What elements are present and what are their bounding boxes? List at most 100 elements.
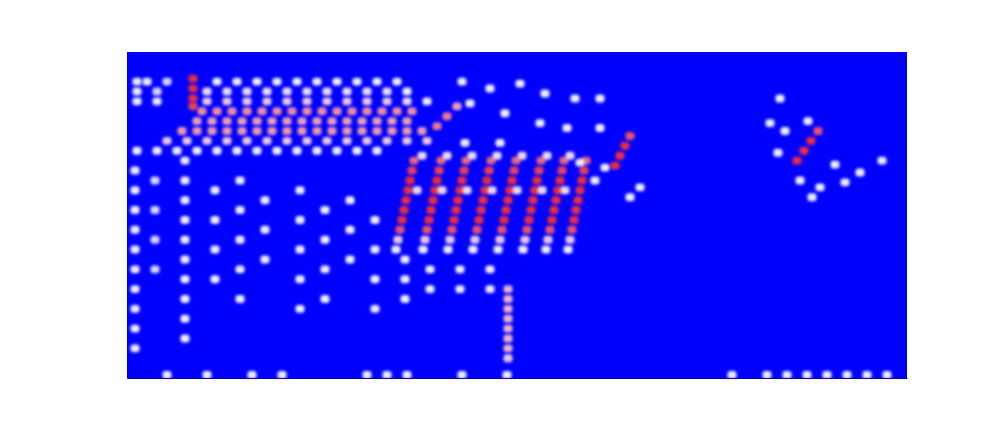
heatmap-cell [486,85,495,93]
heatmap-cell [211,186,220,194]
heatmap-cell [883,371,892,378]
heatmap-cell [611,162,620,170]
heatmap-cell [296,305,305,313]
heatmap-cell [268,127,277,135]
heatmap-cell [181,196,190,204]
plot-area [127,52,908,379]
heatmap-cell [189,75,198,83]
heatmap-cell [793,157,802,165]
heatmap-cell [423,97,432,105]
heatmap-cell [296,186,305,194]
heatmap-cell [843,371,852,378]
heatmap-cell [153,97,162,105]
axis-line [127,53,128,379]
heatmap-cell [433,176,442,184]
heatmap-cell [548,216,557,224]
heatmap-cell [403,88,412,96]
heatmap-cell [243,97,252,105]
heatmap-cell [181,236,190,244]
heatmap-cell [303,107,312,115]
heatmap-cell [373,127,382,135]
heatmap-cell [401,295,410,303]
heatmap-cell [558,167,567,175]
heatmap-cell [544,236,553,244]
heatmap-cell [774,149,783,157]
heatmap-cell [596,124,605,132]
heatmap-cell [458,371,467,378]
heatmap-cell [456,265,465,273]
heatmap-cell [516,80,525,88]
heatmap-cell [236,236,245,244]
heatmap-cell [293,78,302,86]
heatmap-cell [318,107,327,115]
heatmap-cell [163,371,172,378]
heatmap-cell [510,167,519,175]
heatmap-cell [321,295,330,303]
heatmap-cell [469,246,478,254]
heatmap-cell [258,107,267,115]
heatmap-cell [181,256,190,264]
heatmap-cell [261,226,270,234]
heatmap-cell [552,196,561,204]
heatmap-cell [283,137,292,145]
heatmap-cell [388,127,397,135]
heatmap-cell [181,275,190,283]
heatmap-cell [556,176,565,184]
heatmap-cell [373,78,382,86]
heatmap-cell [410,157,419,165]
heatmap-cell [298,117,307,125]
heatmap-cell [498,226,507,234]
heatmap-cell [151,206,160,214]
heatmap-cell [504,315,513,323]
heatmap-cell [463,186,472,194]
heatmap-cell [535,167,544,175]
heatmap-cell [841,178,850,186]
heatmap-cell [425,216,434,224]
heatmap-cell [223,137,232,145]
heatmap-cell [353,78,362,86]
heatmap-cell [468,152,477,160]
heatmap-cell [461,139,470,147]
heatmap-cell [394,236,403,244]
heatmap-cell [189,85,198,93]
heatmap-cell [486,265,495,273]
heatmap-cell [496,236,505,244]
heatmap-cell [443,112,452,120]
heatmap-cell [203,371,212,378]
heatmap-cell [494,246,503,254]
heatmap-cell [763,371,772,378]
heatmap-cell [408,107,417,115]
heatmap-cell [193,127,202,135]
heatmap-cell [263,137,272,145]
heatmap-cell [626,132,635,140]
heatmap-cell [403,137,412,145]
heatmap-cell [536,119,545,127]
heatmap-cell [208,117,217,125]
heatmap-cell [153,147,162,155]
heatmap-cell [288,107,297,115]
heatmap-cell [208,127,217,135]
heatmap-cell [504,335,513,343]
heatmap-cell [236,265,245,273]
heatmap-cell [533,176,542,184]
heatmap-cell [248,371,257,378]
heatmap-cell [233,78,242,86]
heatmap-cell [423,137,432,145]
heatmap-cell [816,183,825,191]
heatmap-cell [563,124,572,132]
heatmap-cell [503,371,512,378]
heatmap-cell [321,206,330,214]
heatmap-cell [333,107,342,115]
heatmap-cells [131,75,892,378]
heatmap-cell [796,176,805,184]
heatmap-cell [303,97,312,105]
heatmap-cell [153,88,162,96]
heatmap-cell [236,295,245,303]
heatmap-cell [529,196,538,204]
heatmap-cell [328,117,337,125]
heatmap-cell [363,137,372,145]
heatmap-cell [538,186,547,194]
heatmap-cell [181,315,190,323]
heatmap-cell [211,275,220,283]
heatmap-cell [373,147,382,155]
